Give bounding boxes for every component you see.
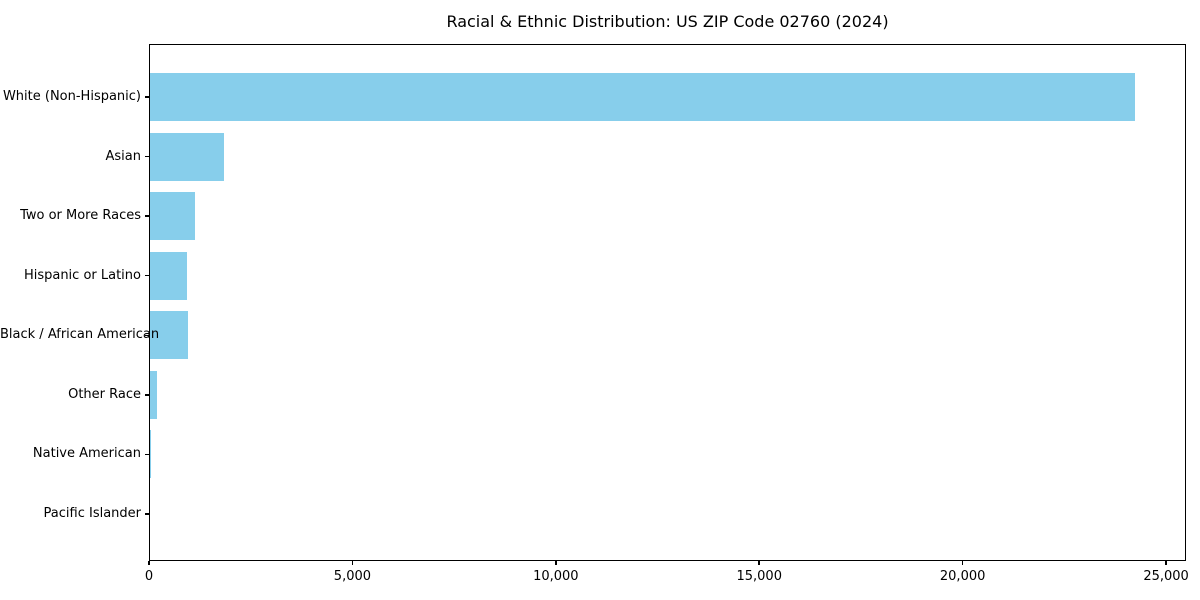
y-axis-label: Asian [105,148,141,164]
x-tick-mark [758,561,760,565]
chart-title: Racial & Ethnic Distribution: US ZIP Cod… [446,12,889,31]
y-tick-mark [145,334,149,337]
y-axis-label: Other Race [68,386,141,402]
y-axis-label: Hispanic or Latino [23,267,141,283]
bar-native-american [150,430,151,479]
y-axis-label: Black / African American [0,327,160,343]
x-tick-label: 20,000 [939,569,986,584]
x-tick-mark [148,561,150,565]
y-tick-mark [145,215,149,217]
y-tick-mark [145,155,149,158]
y-tick-mark [145,513,149,515]
y-axis-label: Two or More Races [20,208,141,224]
bar-white-non-hispanic [150,73,1135,121]
y-axis-label: White (Non-Hispanic) [2,89,141,104]
y-axis-label: Native American [32,446,141,462]
plot-area [149,44,1186,561]
bar-two-or-more-races [150,192,196,241]
x-tick-mark [961,561,964,565]
bar-other-race [150,370,157,419]
y-tick-mark [145,274,149,277]
y-tick-mark [145,394,149,396]
bar-black-african-american [150,311,188,360]
x-tick-mark [351,561,354,565]
x-tick-label: 15,000 [736,569,782,584]
x-tick-label: 10,000 [533,569,579,584]
x-tick-label: 0 [144,569,154,584]
y-tick-mark [145,453,149,456]
y-tick-mark [145,96,149,98]
bar-asian [150,132,224,181]
x-tick-mark [1165,561,1167,565]
x-tick-mark [555,561,557,565]
x-tick-label: 25,000 [1143,569,1189,584]
x-tick-label: 5,000 [333,569,372,584]
bar-hispanic-or-latino [150,251,188,300]
y-axis-label: Pacific Islander [43,505,141,521]
